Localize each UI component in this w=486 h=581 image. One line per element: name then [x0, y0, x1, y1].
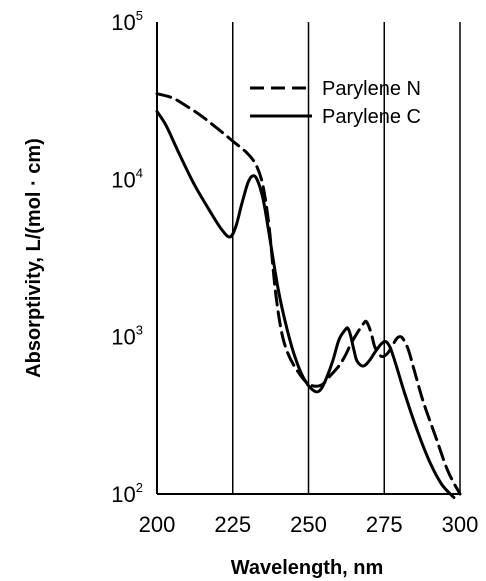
y-tick-label: 102 — [111, 480, 143, 507]
series-lines — [155, 92, 462, 499]
y-tick-label: 105 — [111, 8, 143, 35]
x-tick-label: 300 — [442, 512, 479, 537]
series-line-parylene-n — [155, 92, 462, 496]
legend: Parylene N Parylene C — [250, 78, 421, 128]
y-tick-label: 104 — [111, 165, 143, 192]
grid-lines — [232, 22, 461, 494]
series-line-parylene-c — [155, 110, 456, 499]
x-tick-label: 200 — [139, 512, 176, 537]
x-tick-label: 250 — [290, 512, 327, 537]
y-axis-label: Absorptivity, L/(mol · cm) — [23, 138, 45, 378]
x-axis-label: Wavelength, nm — [231, 557, 384, 579]
x-tick-label: 225 — [214, 512, 251, 537]
axes — [156, 22, 460, 495]
legend-label-parylene-n: Parylene N — [322, 78, 421, 100]
tick-labels: 200 225 250 275 300 102 103 104 105 — [111, 8, 478, 537]
legend-label-parylene-c: Parylene C — [322, 106, 421, 128]
x-tick-label: 275 — [366, 512, 403, 537]
y-tick-label: 103 — [111, 323, 143, 350]
